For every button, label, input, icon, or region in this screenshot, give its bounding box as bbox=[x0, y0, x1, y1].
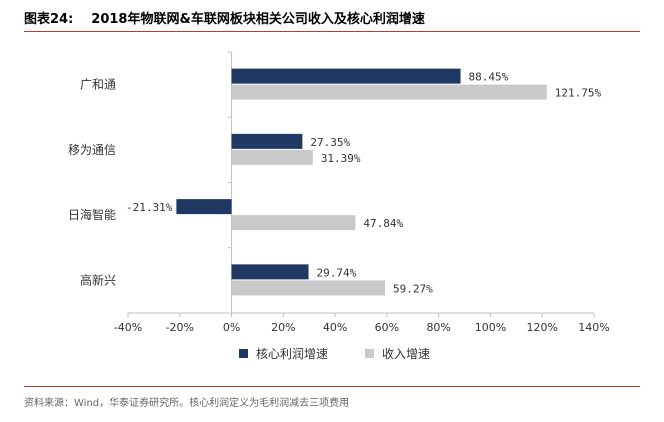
bar-revenue bbox=[231, 280, 385, 296]
x-tick-label: 120% bbox=[526, 321, 557, 334]
data-label: 88.45% bbox=[469, 71, 509, 84]
data-label: 47.84% bbox=[363, 217, 403, 230]
chart-title: 图表24: 2018年物联网&车联网板块相关公司收入及核心利润增速 bbox=[24, 8, 640, 30]
bar-revenue bbox=[231, 215, 356, 231]
data-label: -21.31% bbox=[126, 201, 173, 214]
category-label: 高新兴 bbox=[80, 272, 116, 287]
data-label: 29.74% bbox=[317, 266, 357, 279]
x-tick-label: 80% bbox=[426, 321, 450, 334]
bar-revenue bbox=[231, 149, 313, 165]
x-tick-label: -40% bbox=[114, 321, 142, 334]
bar-core-profit bbox=[231, 264, 309, 280]
source-rule bbox=[24, 386, 640, 387]
legend-label: 核心利润增速 bbox=[256, 347, 328, 361]
bar-core-profit bbox=[176, 199, 232, 215]
bar-core-profit bbox=[231, 68, 461, 84]
data-label: 59.27% bbox=[393, 282, 433, 295]
x-tick-label: 0% bbox=[223, 321, 240, 334]
figure-label: 图表24: bbox=[24, 12, 74, 27]
category-label: 移为通信 bbox=[68, 143, 116, 157]
bar-chart: -40% -20% 0% 20% 40% 60% 80% 100% 120% 140% 广和通 88.… bbox=[68, 51, 610, 361]
source-note: 资料来源：Wind，华泰证券研究所。核心利润定义为毛利润减去三项费用 bbox=[24, 398, 350, 409]
title-rule bbox=[24, 31, 640, 32]
x-tick-label: 100% bbox=[475, 321, 506, 334]
x-tick-label: 140% bbox=[578, 321, 609, 334]
data-label: 121.75% bbox=[555, 87, 602, 100]
bar-revenue bbox=[231, 84, 547, 100]
x-tick-label: 20% bbox=[271, 321, 295, 334]
category-label: 广和通 bbox=[80, 78, 116, 92]
data-label: 31.39% bbox=[321, 152, 361, 165]
data-label: 27.35% bbox=[310, 136, 350, 149]
x-tick-label: -20% bbox=[166, 321, 194, 334]
legend-swatch bbox=[365, 349, 374, 358]
x-tick-label: 60% bbox=[375, 321, 399, 334]
legend-label: 收入增速 bbox=[382, 347, 430, 361]
category-label: 日海智能 bbox=[68, 207, 116, 222]
figure-title: 2018年物联网&车联网板块相关公司收入及核心利润增速 bbox=[91, 12, 425, 27]
bar-core-profit bbox=[231, 133, 303, 149]
legend-swatch bbox=[239, 349, 248, 358]
x-tick-label: 40% bbox=[323, 321, 347, 334]
